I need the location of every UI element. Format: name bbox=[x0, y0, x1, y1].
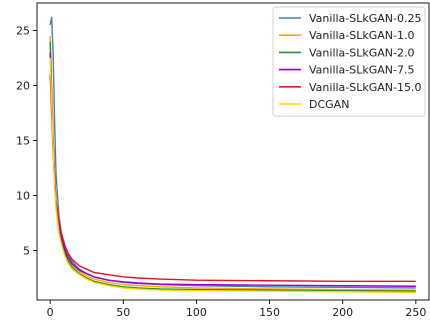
y-tick-label: 10 bbox=[16, 190, 30, 203]
legend-label: Vanilla-SLkGAN-0.25 bbox=[309, 12, 421, 25]
x-tick-label: 150 bbox=[259, 306, 280, 319]
legend-label: Vanilla-SLkGAN-1.0 bbox=[309, 29, 414, 42]
legend-label: Vanilla-SLkGAN-2.0 bbox=[309, 46, 414, 59]
legend-label: Vanilla-SLkGAN-7.5 bbox=[309, 64, 414, 77]
y-tick-label: 5 bbox=[23, 245, 30, 258]
x-tick-label: 50 bbox=[116, 306, 130, 319]
x-tick-label: 250 bbox=[405, 306, 426, 319]
legend-box bbox=[272, 6, 426, 117]
series-line-5 bbox=[49, 57, 416, 293]
y-tick-label: 15 bbox=[16, 135, 30, 148]
y-tick-label: 20 bbox=[16, 80, 30, 93]
y-tick-label: 25 bbox=[16, 25, 30, 38]
x-tick-label: 200 bbox=[332, 306, 353, 319]
legend: Vanilla-SLkGAN-0.25 Vanilla-SLkGAN-1.0 Van… bbox=[272, 6, 426, 117]
axes-layer: 0 50 100 150 200 250 5 10 15 20 25 bbox=[16, 2, 430, 319]
legend-label: DCGAN bbox=[309, 98, 349, 111]
plot-frame bbox=[36, 2, 430, 301]
x-tick-label: 0 bbox=[47, 306, 54, 319]
series-layer bbox=[49, 16, 416, 293]
legend-label: Vanilla-SLkGAN-15.0 bbox=[309, 81, 421, 94]
x-tick-label: 100 bbox=[186, 306, 207, 319]
series-line-0 bbox=[49, 16, 416, 289]
